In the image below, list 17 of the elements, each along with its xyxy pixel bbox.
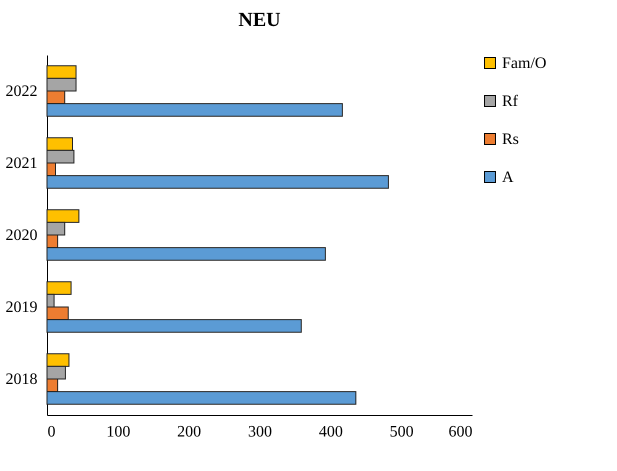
x-tick-label: 200 — [177, 424, 202, 440]
x-tick-label: 500 — [390, 424, 414, 440]
y-tick-label: 2019 — [6, 299, 38, 316]
x-tick-label: 400 — [318, 424, 343, 440]
chart-title: NEU — [238, 9, 281, 31]
x-tick-label: 300 — [248, 424, 272, 440]
legend-label: Rs — [502, 131, 519, 148]
y-tick-label: 2022 — [6, 83, 38, 100]
legend-label: Fam/O — [502, 55, 546, 72]
x-tick-label: 0 — [48, 424, 56, 440]
y-tick-label: 2021 — [6, 155, 38, 172]
y-tick-label: 2020 — [6, 227, 38, 244]
y-tick-label: 2018 — [6, 371, 38, 388]
legend-label: Rf — [502, 93, 519, 110]
legend-label: A — [502, 169, 514, 186]
x-tick-label: 600 — [448, 424, 472, 440]
x-tick-label: 100 — [106, 424, 130, 440]
